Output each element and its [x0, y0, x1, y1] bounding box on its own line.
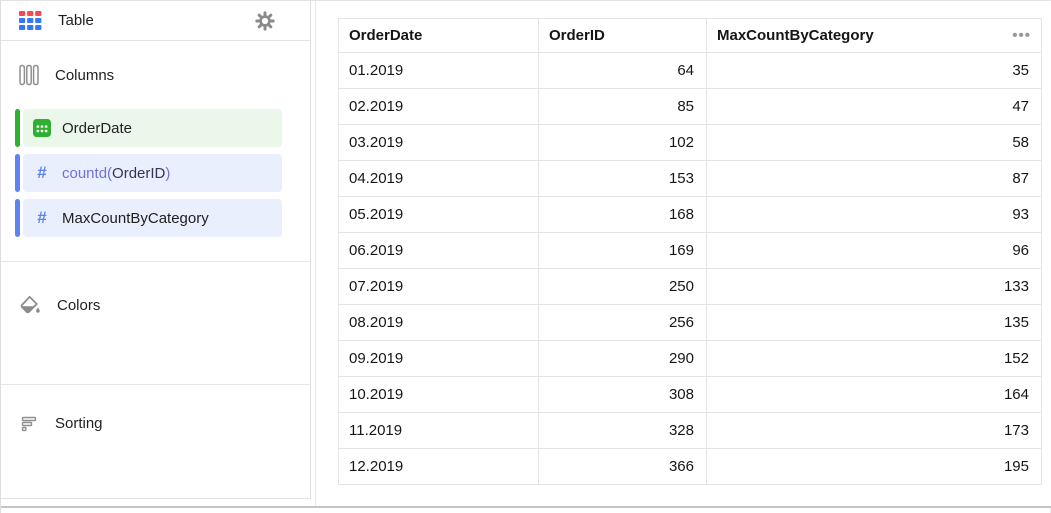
field-list: OrderDate # countd(OrderID) # MaxCountByCate… [1, 109, 310, 237]
table-row: 02.2019 85 47 [338, 88, 1042, 125]
cell-maxcountbycategory: 135 [706, 304, 1042, 341]
cell-orderid: 169 [538, 232, 707, 269]
cell-orderid: 64 [538, 52, 707, 89]
chart-preview-area: OrderDate OrderID MaxCountByCategory ••• 01… [315, 1, 1051, 506]
cell-orderdate: 07.2019 [338, 268, 539, 305]
field-color-bar [15, 199, 20, 237]
cell-orderdate: 08.2019 [338, 304, 539, 341]
cell-maxcountbycategory: 173 [706, 412, 1042, 449]
cell-orderid: 168 [538, 196, 707, 233]
cell-orderid: 102 [538, 124, 707, 161]
sorting-section: Sorting [1, 384, 310, 461]
settings-button[interactable] [252, 8, 278, 34]
table-row: 10.2019 308 164 [338, 376, 1042, 413]
cell-orderdate: 03.2019 [338, 124, 539, 161]
hash-icon: # [37, 208, 47, 227]
table-row: 05.2019 168 93 [338, 196, 1042, 233]
cell-maxcountbycategory: 152 [706, 340, 1042, 377]
colors-section-header: Colors [1, 262, 310, 348]
cell-maxcountbycategory: 96 [706, 232, 1042, 269]
sorting-bars-icon [19, 413, 39, 433]
table-row: 12.2019 366 195 [338, 448, 1042, 485]
field-color-bar [15, 109, 20, 147]
paint-bucket-icon [19, 294, 41, 316]
cell-maxcountbycategory: 164 [706, 376, 1042, 413]
columns-section-label: Columns [55, 66, 115, 84]
field-chip-countd-orderid[interactable]: # countd(OrderID) [15, 154, 282, 192]
hash-icon: # [37, 163, 47, 182]
field-chip-body: OrderDate [23, 109, 282, 147]
cell-orderdate: 09.2019 [338, 340, 539, 377]
cell-orderid: 256 [538, 304, 707, 341]
table-menu-ellipsis-icon[interactable]: ••• [1012, 27, 1031, 44]
column-header-maxcountbycategory[interactable]: MaxCountByCategory ••• [706, 18, 1042, 53]
field-chip-orderdate[interactable]: OrderDate [15, 109, 282, 147]
sorting-section-header: Sorting [1, 385, 310, 461]
table-row: 09.2019 290 152 [338, 340, 1042, 377]
cell-maxcountbycategory: 87 [706, 160, 1042, 197]
cell-orderdate: 05.2019 [338, 196, 539, 233]
table-row: 08.2019 256 135 [338, 304, 1042, 341]
field-chip-maxcountbycategory[interactable]: # MaxCountByCategory [15, 199, 282, 237]
field-chip-body: # MaxCountByCategory [23, 199, 282, 237]
columns-section: Columns OrderDate # countd(OrderID) # MaxCou… [1, 41, 310, 261]
result-table-wrap: OrderDate OrderID MaxCountByCategory ••• 01… [338, 18, 1051, 485]
cell-orderdate: 02.2019 [338, 88, 539, 125]
cell-orderdate: 01.2019 [338, 52, 539, 89]
cell-orderid: 250 [538, 268, 707, 305]
field-color-bar [15, 154, 20, 192]
cell-maxcountbycategory: 195 [706, 448, 1042, 485]
field-chip-body: # countd(OrderID) [23, 154, 282, 192]
visualization-selector[interactable]: Table [1, 1, 310, 41]
column-header-label: MaxCountByCategory [717, 27, 874, 44]
table-visualization-icon [19, 10, 42, 31]
columns-section-header: Columns [1, 41, 310, 109]
field-label: MaxCountByCategory [62, 209, 209, 227]
column-header-orderdate[interactable]: OrderDate [338, 18, 539, 53]
table-row: 07.2019 250 133 [338, 268, 1042, 305]
visualization-sidebar: Table [1, 1, 311, 499]
table-row: 04.2019 153 87 [338, 160, 1042, 197]
table-row: 03.2019 102 58 [338, 124, 1042, 161]
table-header-row: OrderDate OrderID MaxCountByCategory ••• [338, 18, 1042, 53]
table-row: 06.2019 169 96 [338, 232, 1042, 269]
table-row: 11.2019 328 173 [338, 412, 1042, 449]
cell-orderdate: 04.2019 [338, 160, 539, 197]
cell-orderid: 328 [538, 412, 707, 449]
cell-orderid: 308 [538, 376, 707, 413]
cell-maxcountbycategory: 133 [706, 268, 1042, 305]
colors-section: Colors [1, 261, 310, 384]
visualization-title: Table [58, 12, 94, 29]
result-table: OrderDate OrderID MaxCountByCategory ••• 01… [338, 18, 1042, 485]
calendar-icon [33, 119, 51, 137]
cell-maxcountbycategory: 47 [706, 88, 1042, 125]
cell-orderdate: 11.2019 [338, 412, 539, 449]
column-header-orderid[interactable]: OrderID [538, 18, 707, 53]
cell-maxcountbycategory: 93 [706, 196, 1042, 233]
sorting-section-label: Sorting [55, 414, 103, 432]
columns-icon [19, 64, 39, 86]
table-body: 01.2019 64 35 02.2019 85 47 03.2019 102 58 04.201… [338, 52, 1042, 485]
cell-maxcountbycategory: 58 [706, 124, 1042, 161]
cell-orderid: 153 [538, 160, 707, 197]
cell-orderid: 366 [538, 448, 707, 485]
field-label: countd(OrderID) [62, 164, 171, 182]
cell-orderdate: 10.2019 [338, 376, 539, 413]
cell-orderdate: 12.2019 [338, 448, 539, 485]
gear-icon [254, 10, 276, 32]
colors-section-label: Colors [57, 296, 101, 314]
table-row: 01.2019 64 35 [338, 52, 1042, 89]
cell-orderid: 290 [538, 340, 707, 377]
cell-orderid: 85 [538, 88, 707, 125]
bottom-divider [1, 506, 1051, 508]
field-label: OrderDate [62, 119, 133, 137]
cell-orderdate: 06.2019 [338, 232, 539, 269]
cell-maxcountbycategory: 35 [706, 52, 1042, 89]
